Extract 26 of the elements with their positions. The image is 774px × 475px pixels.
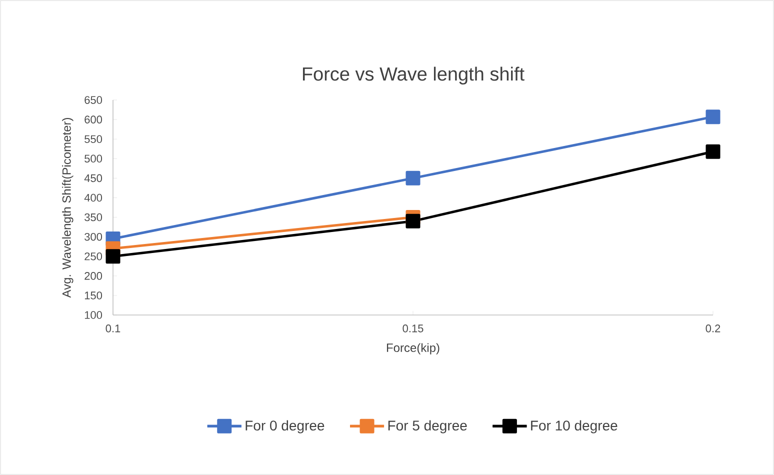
x-tick-label: 0.2 [706,324,720,332]
legend-label: For 0 degree [246,420,324,434]
y-tick-label: 550 [84,135,102,143]
y-tick-label: 350 [84,213,102,222]
y-tick-label: 250 [84,252,102,260]
point [406,214,420,228]
x-tick-label: 0.1 [106,324,120,332]
y-tick-label: 500 [84,154,102,163]
y-tick-label: 450 [84,174,102,182]
legend-label: For 5 degree [388,420,467,434]
chart-title: Force vs Wave length shift [302,66,524,84]
x-axis-title: Force(kip) [386,343,440,354]
y-tick-label: 150 [84,292,102,300]
point [106,249,120,264]
point [706,144,720,159]
y-tick-label: 300 [84,232,102,241]
y-tick-label: 400 [84,194,102,202]
y-axis-title: Avg. Wavelength Shift(Picometer) [62,118,74,298]
y-tick-label: 600 [84,116,102,124]
point [706,110,720,124]
legend-label: For 10 degree [531,420,618,434]
y-tick-label: 100 [84,311,102,319]
x-tick-label: 0.15 [402,324,424,332]
y-tick-label: 650 [84,96,102,104]
point [406,170,420,186]
y-tick-label: 200 [84,272,102,280]
